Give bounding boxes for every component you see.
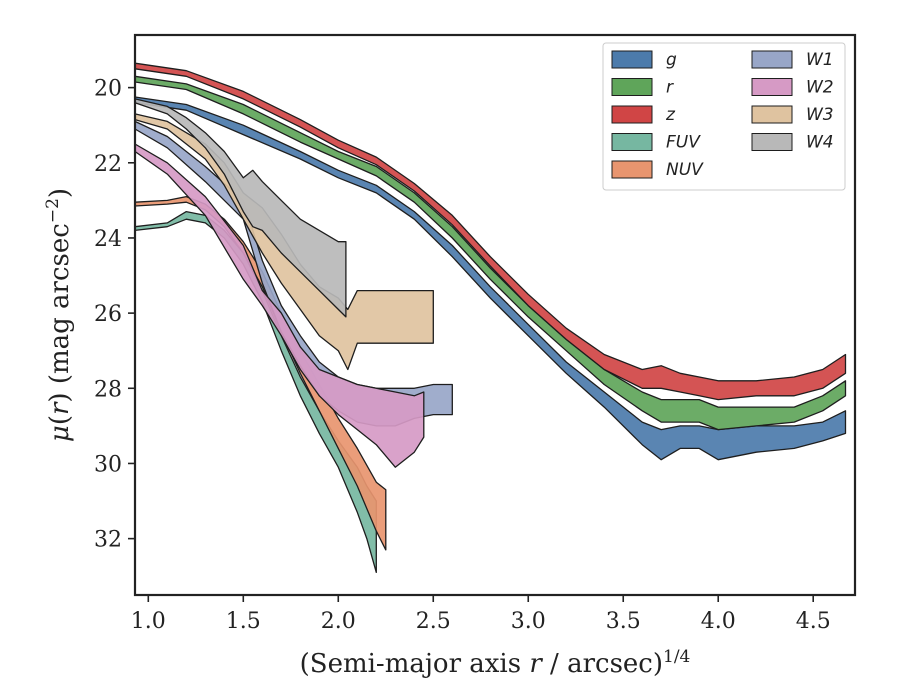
legend-label-fuv: FUV bbox=[666, 133, 701, 153]
x-axis-label: (Semi-major axis r / arcsec)1/4 bbox=[300, 647, 691, 679]
legend-swatch-w4 bbox=[751, 133, 793, 151]
x-tick-label: 2.0 bbox=[321, 609, 356, 634]
legend-swatch-nuv bbox=[611, 160, 653, 179]
legend-swatch-g bbox=[611, 50, 653, 69]
x-tick-label: 3.5 bbox=[606, 609, 641, 634]
y-axis-label: μ(r) (mag arcsec−2) bbox=[43, 188, 75, 442]
x-tick-label: 2.5 bbox=[416, 609, 451, 634]
legend-label-w2: W2 bbox=[806, 78, 834, 98]
x-tick-label: 1.0 bbox=[131, 609, 166, 634]
legend-label-w1: W1 bbox=[806, 50, 834, 70]
y-tick-label: 32 bbox=[94, 528, 122, 553]
x-tick-label: 4.0 bbox=[701, 609, 736, 634]
y-tick-label: 30 bbox=[94, 452, 122, 477]
y-tick-label: 22 bbox=[94, 152, 122, 177]
legend: grz FUV NUV W1 W2 W3 W4 bbox=[602, 42, 846, 191]
legend-label-r: r bbox=[666, 78, 674, 98]
legend-label-w3: W3 bbox=[806, 105, 834, 125]
band-r bbox=[134, 75, 847, 431]
legend-label-g: g bbox=[666, 50, 677, 70]
x-axis-ticks: 1.0 1.5 2.0 2.5 3.0 3.5 4.0 4.5 bbox=[131, 595, 831, 634]
y-tick-label: 28 bbox=[94, 377, 122, 402]
band-w2 bbox=[134, 143, 425, 468]
legend-swatch-r bbox=[611, 78, 653, 96]
band-z bbox=[134, 62, 847, 401]
series-bands bbox=[134, 62, 847, 574]
legend-swatch-w3 bbox=[751, 105, 793, 124]
y-axis-ticks: 20 22 24 26 28 30 32 bbox=[94, 77, 135, 553]
x-tick-label: 1.5 bbox=[226, 609, 261, 634]
legend-swatch-w2 bbox=[751, 78, 793, 96]
legend-swatch-fuv bbox=[611, 133, 653, 151]
y-tick-label: 26 bbox=[94, 302, 122, 327]
x-tick-label: 3.0 bbox=[511, 609, 546, 634]
y-tick-label: 24 bbox=[94, 227, 122, 252]
legend-label-nuv: NUV bbox=[666, 160, 704, 180]
band-w4 bbox=[134, 98, 347, 318]
band-g bbox=[134, 96, 847, 461]
legend-label-w4: W4 bbox=[806, 133, 834, 153]
legend-swatch-z bbox=[611, 105, 653, 124]
x-tick-label: 4.5 bbox=[796, 609, 831, 634]
legend-label-z: z bbox=[665, 105, 676, 125]
y-tick-label: 20 bbox=[94, 77, 122, 102]
legend-swatch-w1 bbox=[751, 50, 793, 69]
plot-frame bbox=[133, 33, 857, 597]
